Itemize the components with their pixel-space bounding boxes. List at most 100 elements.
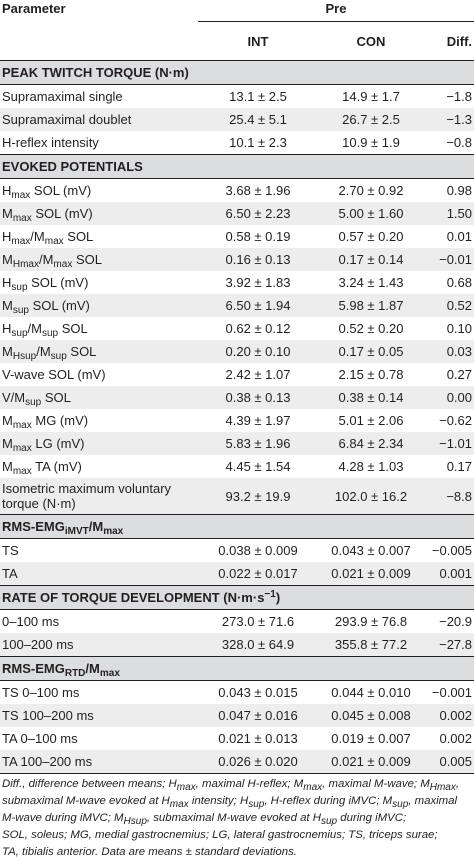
int-value: 328.0 ± 64.9 xyxy=(198,633,318,657)
diff-header: Diff. xyxy=(424,21,474,61)
label-part: /M xyxy=(38,252,54,267)
diff-value: 0.98 xyxy=(446,183,473,198)
footnote-text: M-wave during iMVC; M xyxy=(2,812,124,824)
table-row: Hmax SOL (mV) 3.68 ± 1.96 2.70 ± 0.92 0.98 xyxy=(0,179,474,203)
footnote-subscript: max xyxy=(303,782,323,793)
con-value: 0.57 ± 0.20 xyxy=(338,229,404,244)
label-part: SOL (mV) xyxy=(31,206,93,221)
footnote-subscript: sup xyxy=(248,799,265,810)
label-subscript: max xyxy=(11,190,31,201)
section-title-part: /M xyxy=(88,519,104,534)
footnote-text: , submaximal M-wave evoked at H xyxy=(146,812,321,824)
label-part: SOL xyxy=(63,229,94,244)
con-value: 5.00 ± 1.60 xyxy=(318,202,424,225)
header-row-top: Parameter Pre xyxy=(0,0,474,22)
label-part: /M xyxy=(27,321,42,336)
label-part: M xyxy=(2,413,13,428)
diff-value: 0.001 xyxy=(424,562,474,586)
int-value: 0.62 ± 0.12 xyxy=(225,321,291,336)
section-rate-of-torque: RATE OF TORQUE DEVELOPMENT (N·m·s−1) xyxy=(0,585,474,610)
con-value: 0.021 ± 0.009 xyxy=(318,750,424,774)
con-value: 4.28 ± 1.03 xyxy=(338,459,404,474)
label-subscript: max xyxy=(12,466,32,477)
row-label: V-wave SOL (mV) xyxy=(2,367,106,382)
int-value: 0.038 ± 0.009 xyxy=(218,543,298,558)
int-header: INT xyxy=(198,21,318,61)
section-title-superscript: −1 xyxy=(264,589,276,600)
label-part: SOL xyxy=(41,390,71,405)
table-row: TA 100–200 ms 0.026 ± 0.020 0.021 ± 0.009 0… xyxy=(0,750,474,774)
label-part: TA (mV) xyxy=(31,459,82,474)
label-part: /M xyxy=(36,344,51,359)
table-row: V-wave SOL (mV) 2.42 ± 1.07 2.15 ± 0.78 0.2… xyxy=(0,363,474,386)
int-value: 4.45 ± 1.54 xyxy=(225,459,291,474)
con-value: 0.044 ± 0.010 xyxy=(331,685,411,700)
label-part: MG (mV) xyxy=(31,413,89,428)
int-value: 0.026 ± 0.020 xyxy=(198,750,318,774)
table-row: 100–200 ms 328.0 ± 64.9 355.8 ± 77.2 −27.8 xyxy=(0,633,474,657)
int-value: 0.022 ± 0.017 xyxy=(198,562,318,586)
diff-value: −1.8 xyxy=(446,89,473,104)
label-part: M xyxy=(2,436,13,451)
label-subscript: Hsup xyxy=(12,351,37,362)
label-subscript: max xyxy=(11,236,31,247)
section-title-part: RMS-EMG xyxy=(2,661,65,676)
row-label: Mmax SOL (mV) xyxy=(0,202,198,225)
table-row: Mmax SOL (mV) 6.50 ± 2.23 5.00 ± 1.60 1.50 xyxy=(0,202,474,225)
row-label: Hmax/Mmax SOL xyxy=(0,225,198,248)
footnote-text: , H-reflex during iMVC; M xyxy=(264,795,393,807)
diff-value: −1.01 xyxy=(424,432,474,455)
row-label: V/Msup SOL xyxy=(0,386,198,409)
footnote-text: during iMVC; xyxy=(337,812,407,824)
footnote-subscript: Hsup xyxy=(123,816,147,827)
row-label: Supramaximal doublet xyxy=(0,108,198,131)
data-table-container: Parameter Pre INT CON Diff. PEAK TWITCH … xyxy=(0,0,474,774)
con-value: 2.15 ± 0.78 xyxy=(338,367,404,382)
table-row: TS 0.038 ± 0.009 0.043 ± 0.007 −0.005 xyxy=(0,539,474,563)
row-label: Mmax MG (mV) xyxy=(0,409,198,432)
label-subscript: Hmax xyxy=(12,259,39,270)
int-value: 4.39 ± 1.97 xyxy=(225,413,291,428)
diff-value: −1.3 xyxy=(424,108,474,131)
con-value: 0.52 ± 0.20 xyxy=(338,321,404,336)
footnote-subscript: Hmax xyxy=(429,782,456,793)
label-subscript: max xyxy=(12,213,32,224)
con-value: 0.021 ± 0.009 xyxy=(318,562,424,586)
footnote-text: submaximal M-wave evoked at H xyxy=(2,795,170,807)
table-row: Mmax MG (mV) 4.39 ± 1.97 5.01 ± 2.06 −0.62 xyxy=(0,409,474,432)
con-value: 0.38 ± 0.14 xyxy=(318,386,424,409)
row-label: H-reflex intensity xyxy=(2,135,99,150)
table-row: Msup SOL (mV) 6.50 ± 1.94 5.98 ± 1.87 0.52 xyxy=(0,294,474,317)
table-row: Hmax/Mmax SOL 0.58 ± 0.19 0.57 ± 0.20 0.01 xyxy=(0,225,474,248)
results-table: Parameter Pre INT CON Diff. PEAK TWITCH … xyxy=(0,0,474,774)
label-subscript: max xyxy=(44,236,64,247)
con-value: 5.01 ± 2.06 xyxy=(338,413,404,428)
diff-value: −0.62 xyxy=(439,413,473,428)
row-label: Mmax LG (mV) xyxy=(0,432,198,455)
label-subscript: sup xyxy=(12,305,29,316)
label-part: V/M xyxy=(2,390,26,405)
table-row: H-reflex intensity 10.1 ± 2.3 10.9 ± 1.9 −0… xyxy=(0,131,474,155)
footnote-line: TA, tibialis anterior. Data are means ± … xyxy=(2,846,297,858)
label-subscript: max xyxy=(53,259,73,270)
int-value: 0.043 ± 0.015 xyxy=(218,685,298,700)
table-row: 0–100 ms 273.0 ± 71.6 293.9 ± 76.8 −20.9 xyxy=(0,610,474,634)
diff-value: −0.001 xyxy=(431,685,473,700)
diff-value: 0.10 xyxy=(446,321,473,336)
footnote-text: , maximal H-reflex; M xyxy=(195,778,304,790)
label-part: SOL (mV) xyxy=(30,183,92,198)
int-value: 5.83 ± 1.96 xyxy=(198,432,318,455)
table-footnote: Diff., difference between means; Hmax, m… xyxy=(2,776,474,861)
int-value: 10.1 ± 2.3 xyxy=(229,135,287,150)
diff-value: 0.68 xyxy=(446,275,473,290)
label-part: M xyxy=(2,252,13,267)
diff-value: 0.03 xyxy=(424,340,474,363)
table-row: TS 0–100 ms 0.043 ± 0.015 0.044 ± 0.010 −0.… xyxy=(0,681,474,705)
con-header: CON xyxy=(318,21,424,61)
con-value: 102.0 ± 16.2 xyxy=(318,478,424,515)
section-title: RMS-EMGRTD/Mmax xyxy=(0,656,474,681)
section-title: EVOKED POTENTIALS xyxy=(0,154,474,179)
section-title-part: /M xyxy=(85,661,100,676)
section-title-subscript: max xyxy=(103,526,124,537)
table-row: MHsup/Msup SOL 0.20 ± 0.10 0.17 ± 0.05 0.03 xyxy=(0,340,474,363)
